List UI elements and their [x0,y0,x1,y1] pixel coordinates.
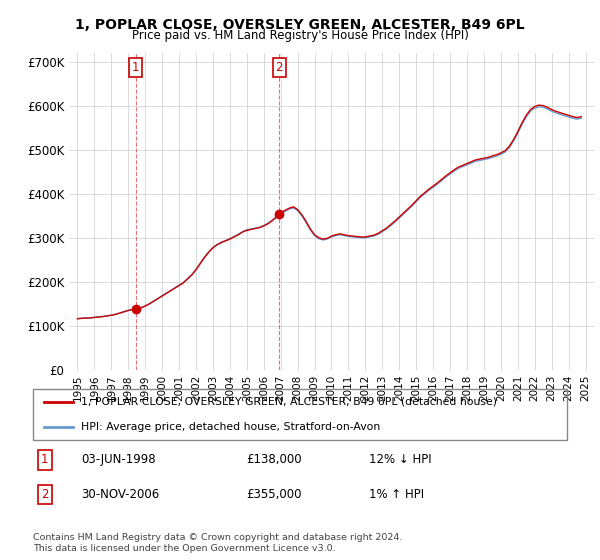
Text: Price paid vs. HM Land Registry's House Price Index (HPI): Price paid vs. HM Land Registry's House … [131,29,469,42]
Text: 1: 1 [41,453,49,466]
Text: 03-JUN-1998: 03-JUN-1998 [81,453,155,466]
Text: £355,000: £355,000 [247,488,302,501]
Text: Contains HM Land Registry data © Crown copyright and database right 2024.
This d: Contains HM Land Registry data © Crown c… [33,533,403,553]
Text: 1, POPLAR CLOSE, OVERSLEY GREEN, ALCESTER, B49 6PL: 1, POPLAR CLOSE, OVERSLEY GREEN, ALCESTE… [75,18,525,32]
Text: 1% ↑ HPI: 1% ↑ HPI [370,488,425,501]
Text: 1, POPLAR CLOSE, OVERSLEY GREEN, ALCESTER, B49 6PL (detached house): 1, POPLAR CLOSE, OVERSLEY GREEN, ALCESTE… [81,397,497,407]
Text: 2: 2 [41,488,49,501]
Text: 1: 1 [132,61,139,74]
Text: 2: 2 [275,61,283,74]
Text: 12% ↓ HPI: 12% ↓ HPI [370,453,432,466]
Text: 30-NOV-2006: 30-NOV-2006 [81,488,160,501]
Text: £138,000: £138,000 [247,453,302,466]
Text: HPI: Average price, detached house, Stratford-on-Avon: HPI: Average price, detached house, Stra… [81,422,380,432]
